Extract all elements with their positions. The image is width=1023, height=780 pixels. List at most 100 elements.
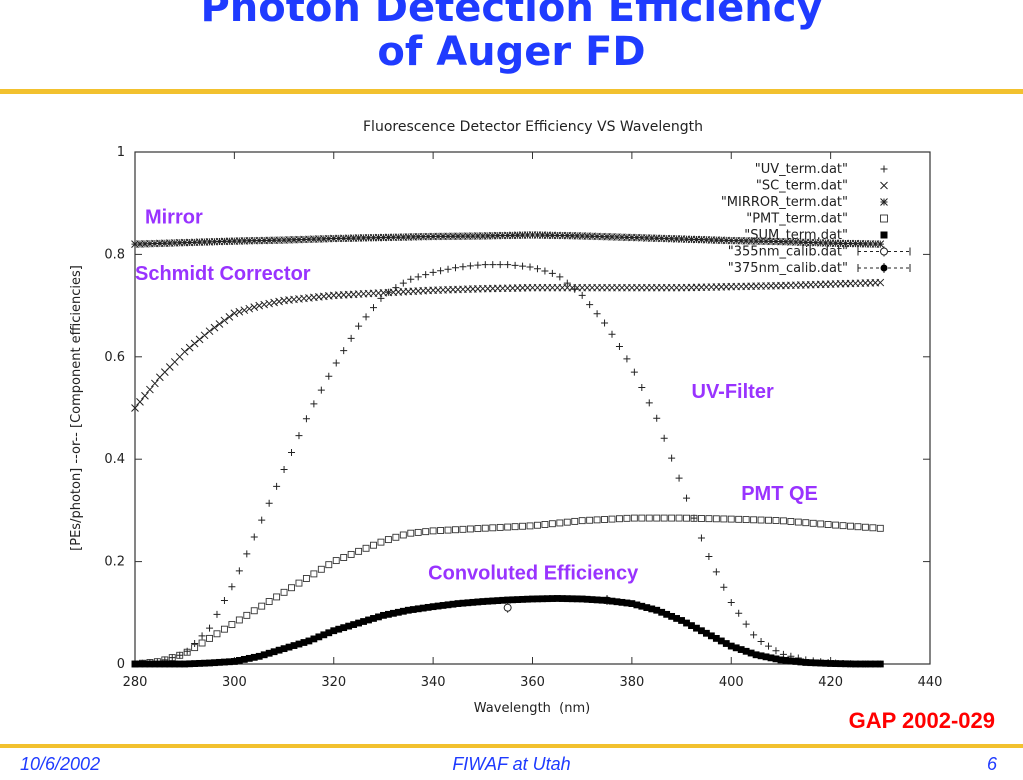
data-point xyxy=(630,514,638,522)
data-point xyxy=(578,291,586,299)
data-point xyxy=(519,595,526,603)
data-point xyxy=(682,235,691,244)
data-point xyxy=(260,651,268,659)
data-point xyxy=(628,233,636,242)
data-point xyxy=(586,301,594,309)
footer-divider xyxy=(0,744,1023,748)
x-tick-label: 420 xyxy=(818,675,843,690)
data-point xyxy=(240,237,249,245)
data-point xyxy=(698,627,705,635)
data-point xyxy=(757,237,765,246)
data-point xyxy=(407,275,415,283)
series-layer xyxy=(131,231,885,668)
data-point xyxy=(370,615,377,622)
data-point xyxy=(205,327,214,336)
data-point xyxy=(601,516,608,523)
data-point xyxy=(250,533,258,541)
data-point xyxy=(375,613,382,621)
data-point xyxy=(380,611,387,619)
legend-marker xyxy=(880,214,888,223)
data-point xyxy=(772,237,780,246)
data-point xyxy=(422,271,430,279)
data-point xyxy=(772,517,780,524)
data-point xyxy=(186,660,194,668)
data-point xyxy=(191,640,199,648)
data-point xyxy=(548,231,557,240)
data-point xyxy=(511,261,519,269)
data-point xyxy=(802,659,810,666)
data-point xyxy=(831,239,840,248)
data-point xyxy=(295,579,303,587)
x-tick-label: 440 xyxy=(918,675,943,690)
data-point xyxy=(593,516,601,524)
data-point xyxy=(518,231,527,240)
data-point xyxy=(240,655,248,663)
data-point xyxy=(399,531,407,539)
data-point xyxy=(345,622,353,630)
data-point xyxy=(424,232,433,241)
data-point xyxy=(429,268,437,276)
data-point xyxy=(190,339,199,348)
data-point xyxy=(613,233,621,241)
data-point xyxy=(791,238,800,246)
data-point xyxy=(526,522,534,530)
data-point xyxy=(310,400,318,408)
data-point xyxy=(394,233,403,242)
data-point xyxy=(216,658,223,666)
data-point xyxy=(735,609,743,617)
data-point xyxy=(514,596,521,603)
annotation-label: PMT QE xyxy=(741,483,818,505)
data-point xyxy=(765,516,772,524)
legend-marker xyxy=(857,263,911,273)
data-point xyxy=(742,620,750,628)
data-point xyxy=(195,335,204,344)
data-point xyxy=(273,482,281,490)
x-tick-label: 380 xyxy=(619,675,644,690)
data-point xyxy=(832,521,840,529)
series-3 xyxy=(131,514,884,668)
data-point xyxy=(824,521,832,528)
data-point xyxy=(628,600,636,607)
data-point xyxy=(861,239,870,248)
data-point xyxy=(295,640,303,648)
data-point xyxy=(846,239,855,248)
data-point xyxy=(747,237,755,245)
data-point xyxy=(141,391,149,400)
data-point xyxy=(478,232,487,240)
data-point xyxy=(504,261,512,269)
data-point xyxy=(414,232,423,241)
data-point xyxy=(245,654,253,662)
data-point xyxy=(578,595,586,603)
slide-title-line-2: of Auger FD xyxy=(377,29,646,75)
data-point xyxy=(568,231,577,240)
data-point xyxy=(722,236,731,245)
data-point xyxy=(265,649,273,657)
data-point xyxy=(469,598,477,606)
data-point xyxy=(305,235,313,244)
data-point xyxy=(481,524,489,532)
x-tick-label: 280 xyxy=(123,675,148,690)
data-point xyxy=(201,659,208,667)
data-point xyxy=(851,239,860,248)
footer-center: FIWAF at Utah xyxy=(452,754,571,774)
data-point xyxy=(779,517,787,525)
data-point xyxy=(168,654,176,662)
data-point xyxy=(275,297,283,306)
data-point xyxy=(171,660,179,668)
y-tick-label: 0.4 xyxy=(104,452,125,467)
data-point xyxy=(220,625,228,633)
data-point xyxy=(422,528,430,536)
data-point xyxy=(847,522,854,530)
legend-symbol xyxy=(880,165,888,173)
data-point xyxy=(638,384,646,392)
data-point xyxy=(235,307,244,316)
data-point xyxy=(240,306,249,315)
data-point xyxy=(452,526,459,534)
data-point xyxy=(399,607,407,615)
data-point xyxy=(340,347,348,355)
series-6 xyxy=(603,595,611,605)
data-point xyxy=(243,611,251,619)
data-point xyxy=(206,624,214,632)
data-point xyxy=(538,231,547,240)
data-point xyxy=(675,474,683,482)
